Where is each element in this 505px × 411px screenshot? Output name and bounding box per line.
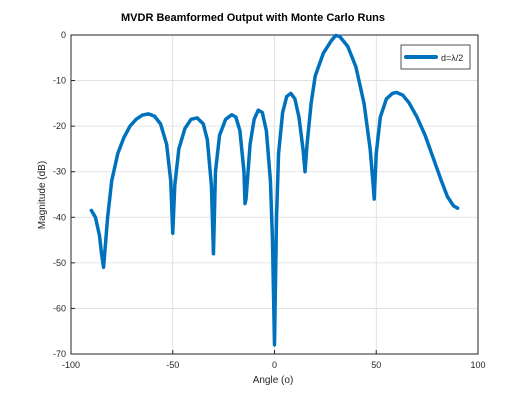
tick-layer: -100 -50 0 50 100 0 -10 -20 -30 -40 -50 -60 -70 — [53, 30, 486, 370]
x-axis-label: Angle (ο) — [253, 375, 294, 386]
x-tick-label: -50 — [166, 360, 179, 370]
y-tick-label: -50 — [53, 258, 66, 268]
y-tick-label: -10 — [53, 76, 66, 86]
series-layer — [89, 33, 460, 347]
y-tick-label: -70 — [53, 349, 66, 359]
y-tick-label: -60 — [53, 303, 66, 313]
y-tick-label: 0 — [61, 30, 66, 40]
y-tick-label: -30 — [53, 167, 66, 177]
series-line — [89, 33, 460, 347]
y-tick-label: -20 — [53, 121, 66, 131]
x-tick-label: 100 — [470, 360, 485, 370]
y-tick-label: -40 — [53, 212, 66, 222]
legend: d=λ/2 — [400, 44, 471, 70]
x-tick-label: 50 — [371, 360, 381, 370]
x-tick-label: -100 — [62, 360, 80, 370]
chart-title: MVDR Beamformed Output with Monte Carlo … — [121, 12, 385, 24]
legend-label: d=λ/2 — [441, 53, 463, 63]
x-tick-label: 0 — [272, 360, 277, 370]
y-axis-label: Magnitude (dB) — [37, 161, 48, 229]
